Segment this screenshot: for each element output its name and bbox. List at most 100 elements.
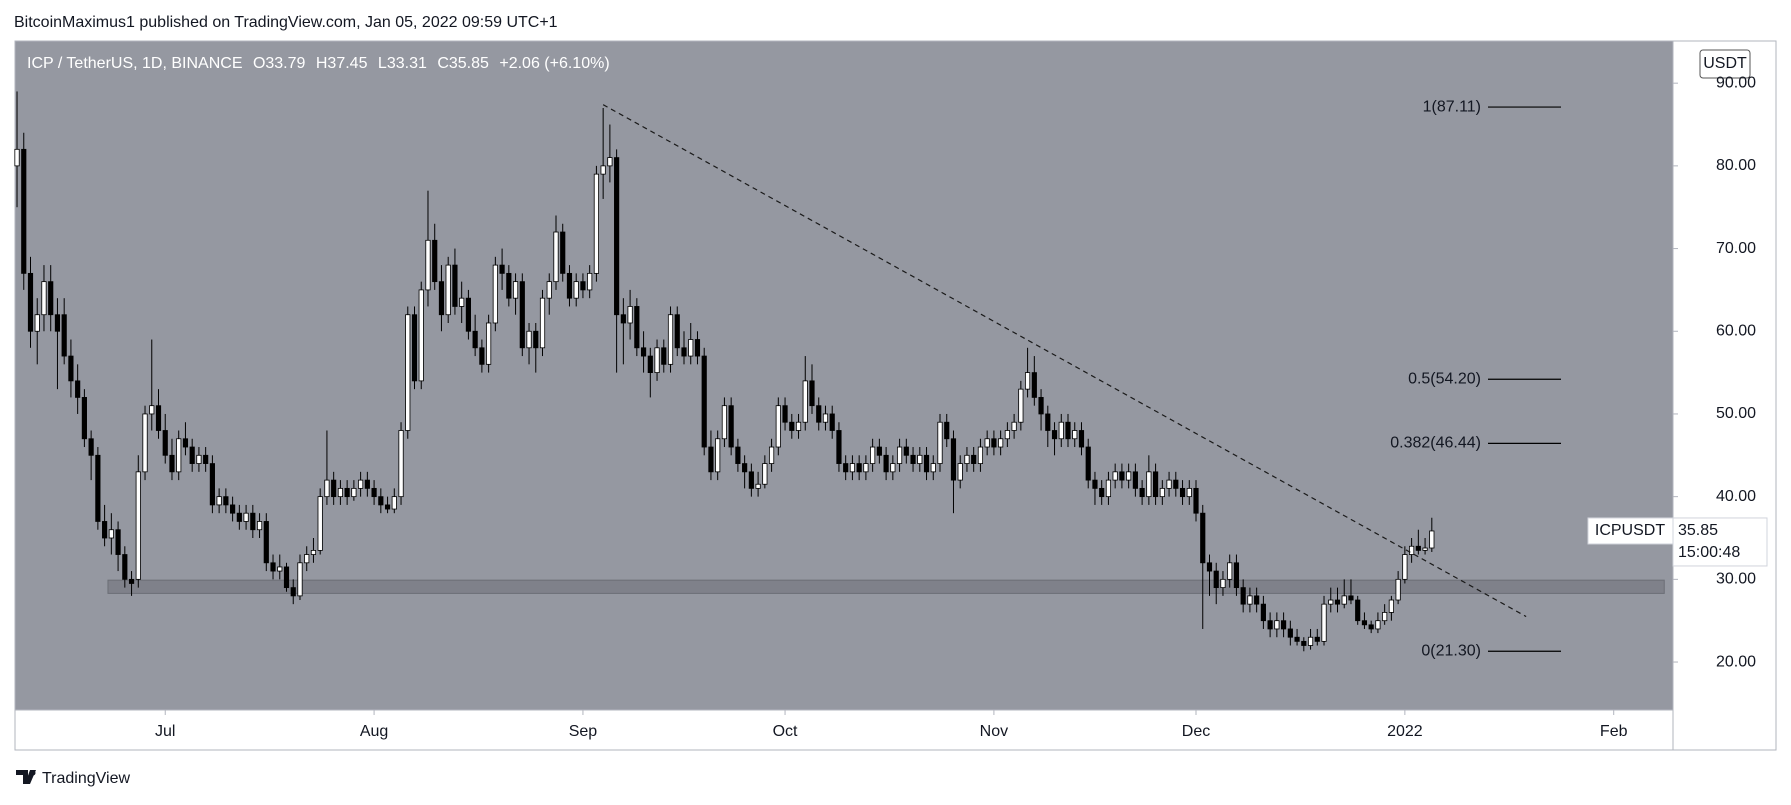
legend-low: L33.31 (378, 55, 427, 72)
candle-body (1402, 554, 1408, 580)
candle-body (1227, 562, 1233, 580)
candle-body (1119, 471, 1125, 481)
candle-body (701, 355, 707, 448)
candle-body (1348, 595, 1354, 601)
candle-body (411, 314, 418, 382)
y-tick-label: 80.00 (1716, 157, 1756, 174)
x-tick-label: Nov (980, 723, 1008, 740)
candle-body (68, 355, 74, 382)
candle-body (1065, 421, 1071, 440)
candle-body (459, 297, 465, 307)
candle-body (681, 347, 687, 357)
candle-body (317, 496, 323, 551)
header: BitcoinMaximus1 published on TradingView… (14, 14, 558, 31)
candle-body (378, 496, 384, 506)
legend-high: H37.45 (316, 55, 368, 72)
candle-body (1281, 620, 1287, 630)
candle-body (1004, 430, 1010, 440)
candle-body (270, 562, 276, 572)
candle-body (789, 421, 795, 431)
candle-body (182, 438, 189, 448)
candle-body (863, 463, 869, 473)
candle-body (735, 446, 741, 464)
candle-body (816, 405, 822, 423)
candle-body (836, 430, 842, 464)
candle-body (802, 380, 808, 423)
y-tick-label: 60.00 (1716, 322, 1756, 339)
candle-body (917, 454, 923, 464)
candle-body (661, 347, 667, 365)
logo: TradingView (16, 770, 130, 787)
candle-body (614, 157, 620, 316)
candle-body (384, 504, 391, 510)
candle-body (627, 306, 633, 324)
candle-body (1220, 578, 1226, 589)
candle-body (14, 148, 20, 167)
candle-body (1024, 372, 1031, 390)
candle-body (1388, 599, 1394, 613)
candle-body (310, 549, 317, 555)
candle-body (593, 173, 600, 274)
price-value: 35.85 (1678, 522, 1718, 539)
candle-body (998, 438, 1004, 448)
candle-body (755, 483, 761, 489)
candle-body (1341, 595, 1347, 605)
candle-body (930, 463, 936, 473)
candle-body (1328, 599, 1334, 605)
candle-body (418, 289, 424, 382)
candle-body (1260, 603, 1266, 622)
candle-body (425, 239, 431, 291)
candle-body (54, 314, 61, 332)
candle-body (721, 405, 728, 440)
candle-body (667, 314, 674, 365)
candle-body (1321, 603, 1327, 642)
candle-body (560, 231, 566, 274)
candle-body (209, 463, 215, 506)
support-zone (107, 579, 1665, 594)
candle-body (715, 438, 721, 473)
candle-body (957, 463, 963, 481)
fib-label: 0(21.30) (1421, 643, 1481, 660)
candle-body (1409, 545, 1415, 555)
candle-body (452, 264, 458, 307)
candle-body (1146, 471, 1152, 498)
candle-body (358, 479, 364, 489)
candle-body (1274, 620, 1280, 630)
y-tick-label: 40.00 (1716, 488, 1756, 505)
legend-change: +2.06 (+6.10%) (499, 55, 609, 72)
candle-body (155, 405, 162, 431)
candle-body (1254, 595, 1260, 605)
candle-body (1395, 578, 1401, 601)
candle-body (944, 421, 950, 440)
legend-open: O33.79 (253, 55, 306, 72)
candle-body (21, 148, 27, 274)
candle-body (465, 297, 471, 332)
candle-body (189, 446, 195, 464)
candle-body (728, 405, 734, 448)
candle-body (1382, 612, 1388, 622)
currency: USDT (1703, 55, 1747, 72)
candle-body (472, 330, 478, 349)
candle-body (1368, 624, 1374, 630)
candle-body (223, 496, 229, 506)
candle-body (843, 463, 849, 473)
candle-body (1361, 620, 1368, 626)
candle-body (654, 347, 660, 374)
legend-symbol: ICP / TetherUS, 1D, BINANCE (27, 55, 242, 72)
candle-body (1173, 479, 1179, 489)
candle-body (1051, 430, 1058, 440)
candle-body (1186, 487, 1192, 498)
candle-body (1132, 471, 1138, 489)
candle-body (1247, 595, 1253, 605)
candle-body (122, 554, 128, 580)
price-value-box (1672, 517, 1768, 567)
x-tick-label: Sep (569, 723, 598, 740)
candle-body (438, 281, 445, 316)
currency-button[interactable] (1699, 49, 1751, 79)
candle-body (688, 339, 694, 357)
x-tick-label: Jul (155, 723, 175, 740)
candle-body (870, 446, 876, 464)
candle-body (364, 479, 370, 489)
